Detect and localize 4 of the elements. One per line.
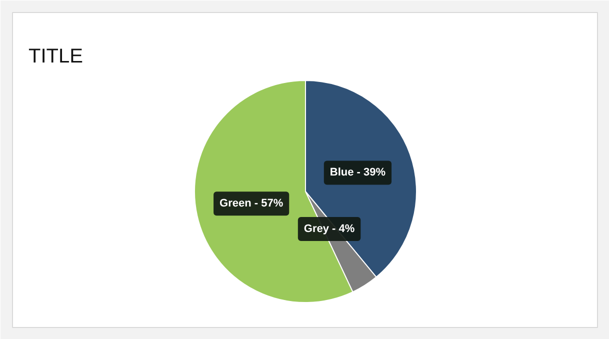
- slice-label: Green - 57%: [220, 198, 284, 210]
- chart-title: TITLE: [28, 46, 83, 68]
- slice-label: Blue - 39%: [330, 166, 386, 179]
- slice-label: Grey - 4%: [304, 222, 355, 235]
